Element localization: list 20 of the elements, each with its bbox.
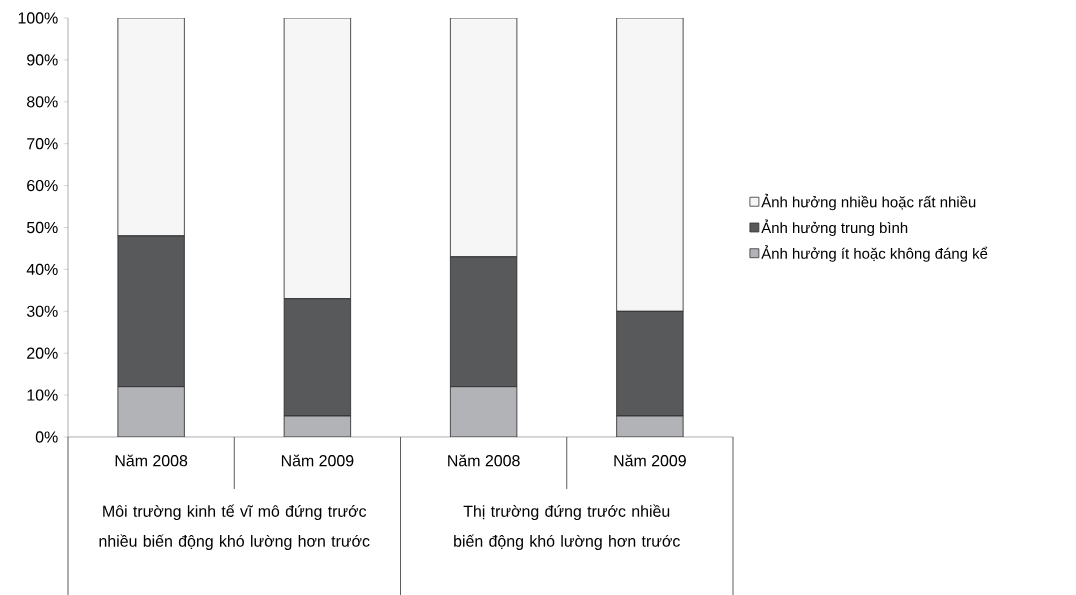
x-tick-label: Năm 2009 (281, 454, 354, 467)
y-tick-label: 70% (27, 138, 58, 150)
y-tick-label: 90% (27, 54, 58, 66)
x-tick-label: Năm 2009 (614, 454, 686, 467)
y-tick-label: 0% (35, 431, 58, 443)
y-tick-label: 80% (27, 96, 58, 108)
y-tick-label: 30% (26, 305, 58, 317)
x-tick-label: Năm 2008 (448, 454, 520, 467)
legend-label: Ảnh hưởng trung bình (761, 219, 908, 237)
y-tick-label: 40% (26, 263, 58, 276)
x-tick-label: Năm 2008 (115, 454, 188, 467)
legend-label: Ảnh hưởng nhiều hoặc rất nhiều (761, 193, 976, 211)
text: Môi trường kinh tế vĩ mô đứng trước nhiều biến động khó lường hơn trước (99, 504, 370, 550)
text: Thị trường đứng trước nhiều biến động khó lường hơn trước (454, 504, 680, 550)
y-tick-label: 10% (27, 389, 58, 401)
y-tick-label: 60% (27, 179, 58, 192)
legend-label: Ảnh hưởng ít hoặc không đáng kể (761, 245, 988, 262)
y-tick-label: 100% (18, 12, 58, 24)
y-tick-label: 50% (26, 221, 58, 234)
y-tick-label: 20% (27, 347, 58, 359)
